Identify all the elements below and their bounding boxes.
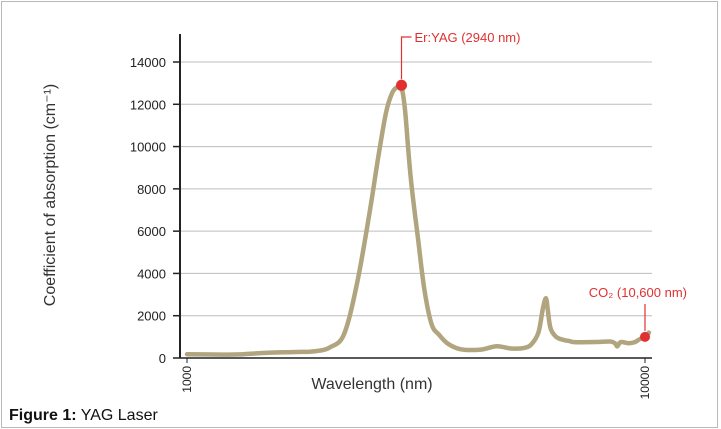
y-tick-label: 6000 xyxy=(137,224,166,239)
series-line-absorption xyxy=(184,84,652,357)
annotations: Er:YAG (2940 nm) CO₂ (10,600 nm) xyxy=(396,30,687,342)
x-tick-label: 10000 xyxy=(638,366,652,400)
y-tick-label: 2000 xyxy=(137,309,166,324)
y-tick-labels: 0 2000 4000 6000 8000 10000 12000 14000 xyxy=(130,55,180,366)
y-tick-label: 4000 xyxy=(137,266,166,281)
x-tick-label: 1000 xyxy=(180,366,194,393)
caption-label: Figure 1: xyxy=(9,407,77,424)
y-tick-label: 12000 xyxy=(130,97,166,112)
caption-text: YAG Laser xyxy=(76,407,158,424)
annotation-label-eryag: Er:YAG (2940 nm) xyxy=(415,30,521,45)
y-tick-label: 0 xyxy=(159,351,166,366)
y-tick-label: 10000 xyxy=(130,140,166,155)
x-axis-label: Wavelength (nm) xyxy=(311,376,432,393)
annotation-leader-eryag xyxy=(400,36,412,80)
annotation-label-co2: CO₂ (10,600 nm) xyxy=(589,285,687,300)
y-tick-label: 8000 xyxy=(137,182,166,197)
annotation-marker-co2 xyxy=(640,331,650,342)
figure-caption: Figure 1: YAG Laser xyxy=(9,407,158,425)
y-axis-label: Coefficient of absorption (cm⁻¹) xyxy=(42,84,59,306)
y-tick-label: 14000 xyxy=(130,55,166,70)
grid-lines xyxy=(180,61,652,317)
x-tick-labels: 1000 10000 xyxy=(180,358,652,399)
annotation-marker-eryag xyxy=(396,79,408,91)
